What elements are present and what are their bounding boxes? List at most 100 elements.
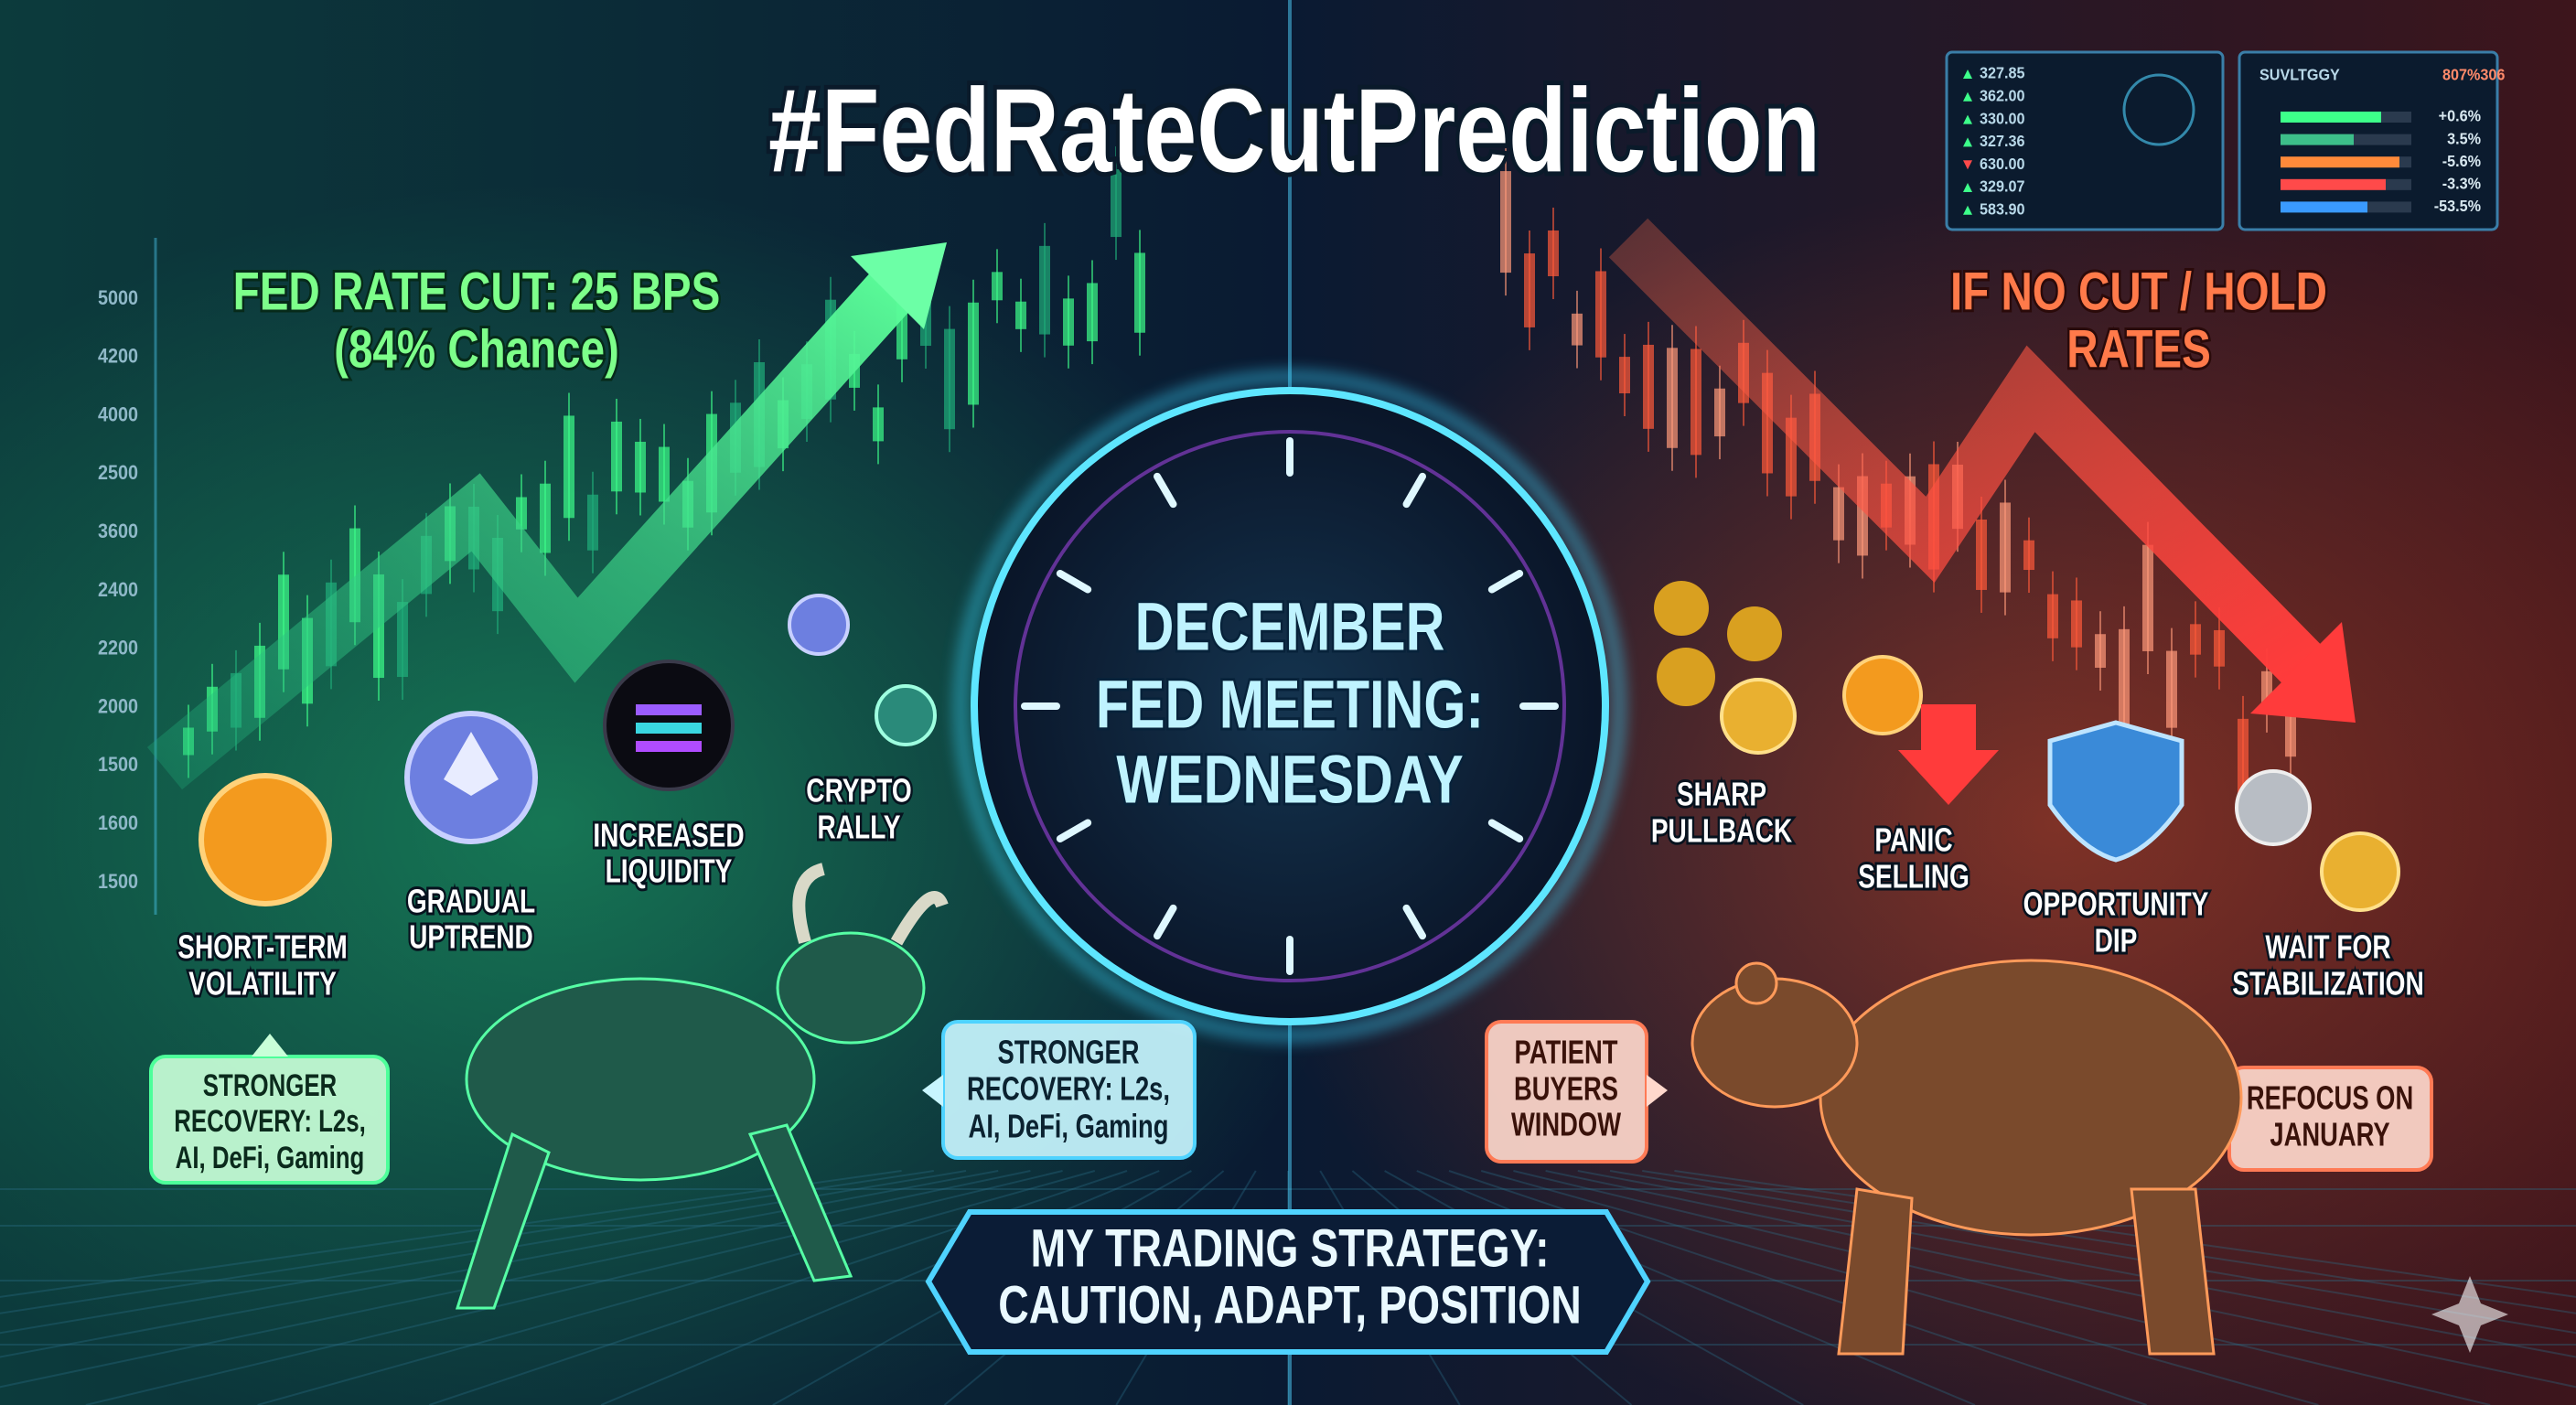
clock-ticks [1021, 437, 1559, 975]
callout-text: STRONGER [203, 1069, 338, 1103]
left-label: LIQUIDITY [606, 853, 733, 889]
callout-text: BUYERS [1514, 1070, 1618, 1108]
clock-tick [1487, 819, 1524, 842]
candle-body [2119, 628, 2130, 733]
meeting-text: WEDNESDAY [1116, 742, 1463, 818]
axis-label: 4000 [98, 403, 138, 425]
axis-label: 2400 [98, 579, 138, 601]
candle-body [1714, 388, 1725, 437]
clock-tick [1154, 472, 1177, 509]
left-label: INCREASED [593, 817, 744, 853]
axis-label: 2200 [98, 638, 138, 660]
left-label: SHORT-TERM [177, 928, 348, 965]
candle-body [540, 483, 551, 553]
candle-body [1063, 298, 1074, 346]
summary-value: -53.5% [2434, 197, 2481, 215]
candle-body [1595, 271, 1606, 358]
summary-track [2386, 178, 2411, 190]
ticker-value: 327.85 [1980, 64, 2025, 82]
summary-track [2354, 134, 2411, 145]
candle-body [2190, 624, 2201, 655]
up-marker [1963, 183, 1972, 192]
left-label: VOLATILITY [188, 965, 337, 1002]
up-arrow-head [851, 242, 947, 329]
candle-body [587, 494, 598, 551]
candle-body [1134, 252, 1145, 333]
left-label: UPTREND [409, 918, 533, 955]
crypto-icons [199, 581, 2400, 912]
clock-tick [1056, 570, 1092, 594]
candle-body [2023, 540, 2034, 571]
ticker-value: 583.90 [1980, 200, 2025, 219]
right-label: OPPORTUNITY [2023, 885, 2209, 922]
down-arrow-head [2250, 622, 2356, 723]
summary-bar [2281, 112, 2381, 123]
right-label: STABILIZATION [2232, 965, 2423, 1002]
candle-body [1548, 230, 1559, 277]
callout-text: AI, DeFi, Gaming [176, 1142, 365, 1175]
axis-label: 1500 [98, 871, 138, 893]
candle-body [2285, 709, 2296, 757]
floor-line [0, 1170, 902, 1298]
candle-body [2047, 594, 2058, 638]
right-label: DIP [2095, 922, 2138, 959]
ticker-value: 630.00 [1980, 155, 2025, 173]
left-heading: (84% Chance) [334, 320, 619, 380]
callout-text: AI, DeFi, Gaming [969, 1108, 1169, 1145]
right-label: PANIC [1874, 821, 1952, 858]
floor-line [257, 1170, 1096, 1405]
summary-bar [2281, 134, 2354, 145]
up-marker [1963, 137, 1972, 147]
summary-track [2381, 112, 2411, 123]
candle-body [2071, 600, 2082, 648]
up-marker [1963, 91, 1972, 102]
axis-label: 5000 [98, 287, 138, 309]
bull [455, 863, 949, 1310]
callout-text: PATIENT [1515, 1034, 1618, 1071]
candle-body [1667, 348, 1678, 448]
strategy-box [925, 1209, 1651, 1355]
candle-body [1643, 344, 1654, 429]
axis-label: 1500 [98, 754, 138, 776]
meeting-text: FED MEETING: [1096, 667, 1484, 743]
up-marker [1963, 114, 1972, 124]
candle-body [397, 602, 408, 678]
up-arrow [146, 255, 927, 790]
summary-value: +0.6% [2439, 107, 2481, 125]
candle-body [516, 497, 527, 530]
callout-pointer [1647, 1075, 1668, 1107]
clock-ring [1014, 430, 1566, 982]
summary-value: -5.6% [2442, 152, 2481, 170]
callout-text: REFOCUS ON [2247, 1079, 2413, 1117]
right-label: WAIT FOR [2265, 928, 2390, 965]
candle-body [1690, 349, 1701, 456]
clock-tick [1402, 472, 1426, 509]
summary-header: 807%306 [2442, 66, 2505, 84]
candle-body [1039, 245, 1050, 335]
ticker-value: 362.00 [1980, 87, 2025, 105]
candle-body [968, 302, 979, 405]
candle-body [1619, 357, 1630, 394]
floor-line [0, 1170, 967, 1335]
summary-value: -3.3% [2442, 175, 2481, 193]
summary-bar [2281, 178, 2386, 190]
floor-line [1609, 1170, 2576, 1335]
down-arrow [1608, 218, 2325, 688]
candle-body [2000, 502, 2011, 593]
axis-label: 1600 [98, 812, 138, 834]
bear [1690, 959, 2243, 1356]
candle-body [1500, 171, 1511, 273]
summary-value: 3.5% [2447, 130, 2481, 148]
floor-line [0, 1170, 934, 1314]
candle-body [992, 272, 1003, 301]
right-heading: IF NO CUT / HOLD [1950, 263, 2327, 322]
candle-body [659, 446, 670, 502]
candle-body [1572, 313, 1583, 346]
left-label: RALLY [818, 809, 901, 845]
ticker-value: 330.00 [1980, 110, 2025, 128]
callout-text: WINDOW [1511, 1106, 1622, 1143]
left-label: CRYPTO [806, 772, 911, 809]
clock-tick [1402, 904, 1426, 940]
candle-body [611, 421, 622, 492]
